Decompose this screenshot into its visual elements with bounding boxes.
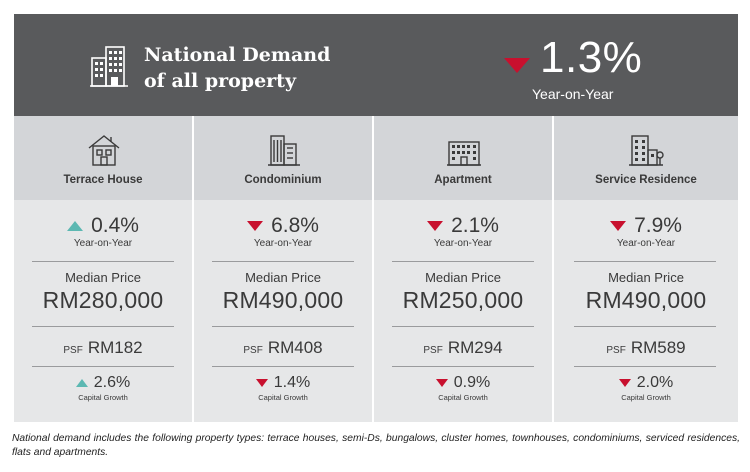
psf-stat: PSF RM408 [194,338,372,358]
property-card-terrace-house: Terrace House 0.4% Year-on-Year Median P… [14,116,192,422]
header-title-line1: National Demand [144,44,331,66]
yoy-stat: 6.8% Year-on-Year [194,214,372,254]
yoy-label: Year-on-Year [433,238,493,249]
median-stat: Median Price RM280,000 [14,270,192,314]
national-change-label: Year-on-Year [532,86,614,102]
yoy-label: Year-on-Year [253,238,313,249]
up-arrow-icon [67,221,84,231]
buildings-icon [90,46,128,87]
psf-tag: PSF [243,345,263,356]
median-label: Median Price [245,270,321,285]
property-card-condominium: Condominium 6.8% Year-on-Year Median Pri… [194,116,372,422]
yoy-label: Year-on-Year [616,238,676,249]
divider [392,261,534,262]
capital-growth-value: 2.6% [93,374,131,391]
property-card-service-residence: Service Residence 7.9% Year-on-Year Medi… [554,116,738,422]
median-stat: Median Price RM490,000 [194,270,372,314]
median-stat: Median Price RM250,000 [374,270,552,314]
card-header: Service Residence [554,116,738,200]
yoy-label: Year-on-Year [73,238,133,249]
card-title: Terrace House [63,174,143,186]
card-title: Apartment [434,174,492,186]
property-card-apartment: Apartment 2.1% Year-on-Year Median Price… [374,116,552,422]
up-arrow-icon [75,379,88,387]
capital-growth-value: 2.0% [636,374,674,391]
capital-growth-stat: 0.9% Capital Growth [374,374,552,402]
divider [212,366,354,367]
capital-growth-value: 1.4% [273,374,311,391]
down-arrow-icon [618,379,631,387]
yoy-stat: 7.9% Year-on-Year [554,214,738,254]
capital-growth-stat: 1.4% Capital Growth [194,374,372,402]
yoy-value: 2.1% [451,214,499,237]
divider [574,326,716,327]
divider [392,366,534,367]
yoy-value: 6.8% [271,214,319,237]
down-arrow-icon [427,221,444,231]
median-stat: Median Price RM490,000 [554,270,738,314]
divider [32,261,174,262]
median-value: RM490,000 [222,287,344,313]
yoy-value: 0.4% [91,214,139,237]
card-header: Condominium [194,116,372,200]
psf-stat: PSF RM589 [554,338,738,358]
footnote: National demand includes the following p… [12,433,740,458]
psf-value: RM408 [267,338,323,357]
card-header: Apartment [374,116,552,200]
house-icon [88,135,120,166]
down-arrow-icon [504,58,530,73]
divider [32,366,174,367]
median-value: RM490,000 [585,287,707,313]
psf-stat: PSF RM182 [14,338,192,358]
capital-growth-label: Capital Growth [258,393,308,402]
capital-growth-value: 0.9% [453,374,491,391]
capital-growth-label: Capital Growth [78,393,128,402]
down-arrow-icon [247,221,264,231]
header-title: National Demand of all property [144,42,364,94]
card-header: Terrace House [14,116,192,200]
psf-stat: PSF RM294 [374,338,552,358]
divider [212,326,354,327]
yoy-value: 7.9% [634,214,682,237]
psf-value: RM589 [630,338,686,357]
psf-tag: PSF [63,345,83,356]
divider [574,366,716,367]
national-change: 1.3% Year-on-Year [504,34,734,114]
psf-tag: PSF [606,345,626,356]
down-arrow-icon [610,221,627,231]
header-title-line2: of all property [144,70,296,92]
capital-growth-label: Capital Growth [438,393,488,402]
divider [574,261,716,262]
capital-growth-stat: 2.6% Capital Growth [14,374,192,402]
yoy-stat: 0.4% Year-on-Year [14,214,192,254]
capital-growth-stat: 2.0% Capital Growth [554,374,738,402]
divider [212,261,354,262]
median-label: Median Price [425,270,501,285]
apartment-icon [447,141,481,166]
national-change-value: 1.3% [540,33,643,82]
divider [392,326,534,327]
down-arrow-icon [435,379,448,387]
divider [32,326,174,327]
property-grid: Terrace House 0.4% Year-on-Year Median P… [14,116,738,422]
down-arrow-icon [255,379,268,387]
median-label: Median Price [608,270,684,285]
card-title: Condominium [244,174,322,186]
psf-value: RM294 [447,338,503,357]
psf-value: RM182 [87,338,143,357]
service-residence-icon [629,135,664,166]
capital-growth-label: Capital Growth [621,393,671,402]
yoy-stat: 2.1% Year-on-Year [374,214,552,254]
median-value: RM250,000 [402,287,524,313]
psf-tag: PSF [423,345,443,356]
median-value: RM280,000 [42,287,164,313]
condominium-icon [268,135,300,166]
card-title: Service Residence [595,174,697,186]
median-label: Median Price [65,270,141,285]
national-demand-header: National Demand of all property 1.3% Yea… [14,14,738,116]
